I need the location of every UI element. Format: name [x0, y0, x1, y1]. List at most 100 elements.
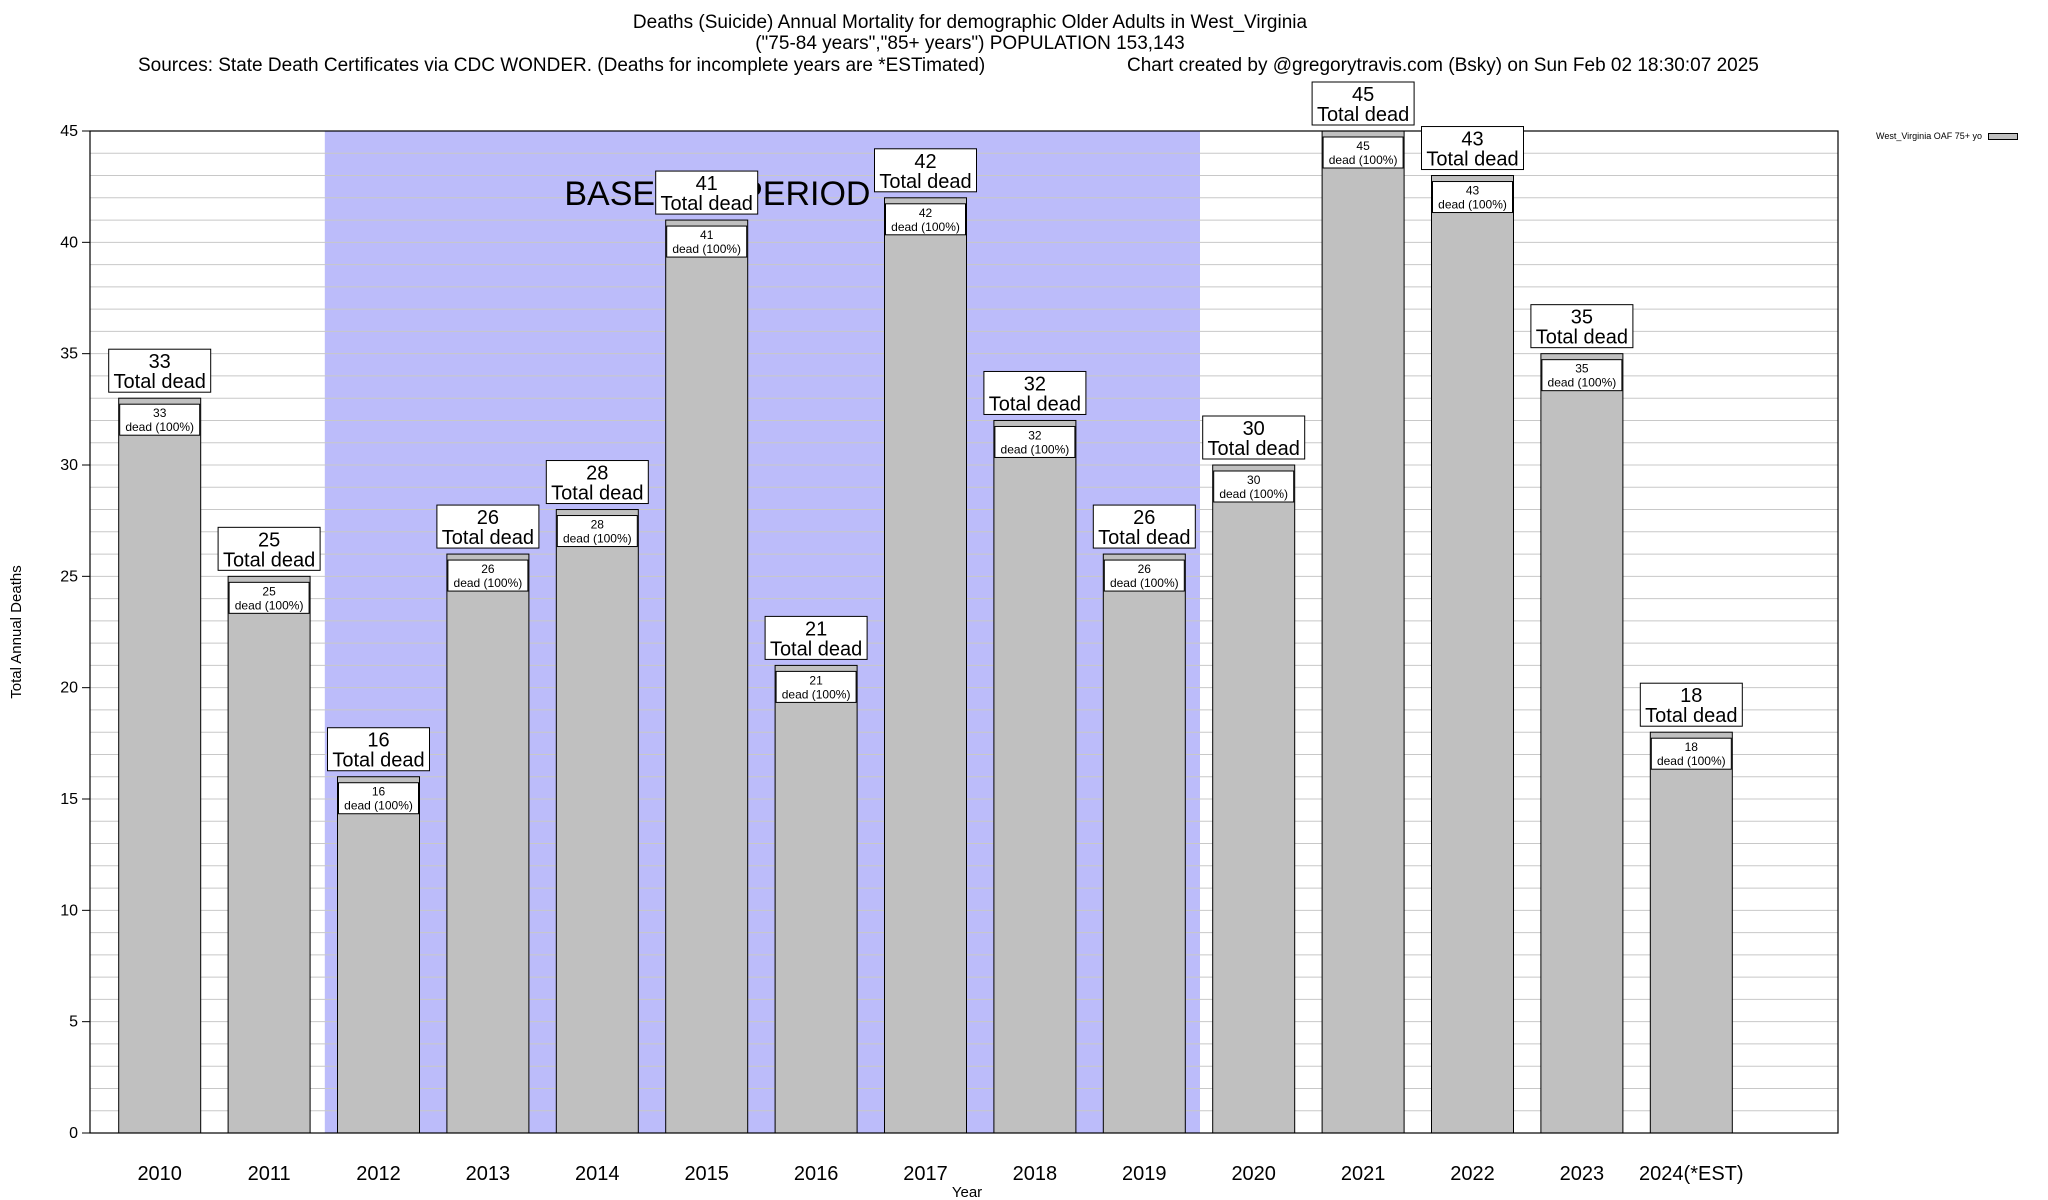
- y-tick-label: 35: [60, 346, 78, 363]
- total-value-label: 21: [805, 618, 827, 640]
- bar: [1212, 464, 1296, 1134]
- x-axis-label: Year: [952, 1184, 982, 1200]
- bar: [555, 509, 639, 1134]
- x-tick-label: 2020: [1231, 1163, 1276, 1185]
- y-tick-label: 0: [69, 1125, 78, 1142]
- total-label-box: [874, 148, 977, 193]
- x-tick-label: 2016: [794, 1163, 839, 1185]
- x-tick-label: 2010: [137, 1163, 182, 1185]
- inner-value-label: 42: [919, 206, 933, 220]
- inner-value-label: 41: [700, 228, 714, 242]
- inner-label-box: [775, 670, 857, 703]
- total-text-label: Total dead: [223, 549, 315, 571]
- inner-label-box: [556, 515, 638, 548]
- y-tick-label: 25: [60, 568, 78, 585]
- axes-layer: 0 5 10 15 20 25 30 35 40 45 2010 2011 2012 2013 2014 20…: [8, 123, 1839, 1200]
- inner-percent-label: dead (100%): [235, 598, 304, 612]
- total-value-label: 41: [696, 173, 718, 195]
- total-value-label: 33: [149, 351, 171, 373]
- total-label-box: [545, 460, 649, 505]
- y-tick-label: 40: [60, 234, 78, 251]
- total-value-label: 43: [1461, 129, 1483, 151]
- inner-value-label: 43: [1466, 184, 1480, 198]
- inner-label-box: [1650, 737, 1732, 770]
- inner-label-box: [1432, 181, 1513, 214]
- total-text-label: Total dead: [1536, 327, 1628, 349]
- x-tick-label: 2022: [1450, 1163, 1495, 1185]
- inner-percent-label: dead (100%): [1548, 376, 1617, 390]
- inner-percent-label: dead (100%): [563, 532, 632, 546]
- x-tick-label: 2017: [903, 1163, 948, 1185]
- total-text-label: Total dead: [661, 193, 753, 215]
- x-tick-label: 2023: [1560, 1163, 1605, 1185]
- bar: [884, 197, 967, 1134]
- x-tick-label: 2011: [248, 1163, 291, 1185]
- bar: [118, 397, 202, 1134]
- inner-percent-label: dead (100%): [454, 576, 523, 590]
- total-value-label: 28: [586, 463, 608, 485]
- total-label-box: [1639, 682, 1743, 727]
- inner-value-label: 26: [481, 562, 495, 576]
- inner-label-box: [447, 559, 529, 592]
- inner-value-label: 18: [1685, 740, 1699, 754]
- inner-label-box: [885, 203, 966, 236]
- x-tick-label: 2015: [684, 1163, 729, 1185]
- total-text-label: Total dead: [442, 527, 534, 549]
- inner-percent-label: dead (100%): [1110, 576, 1179, 590]
- inner-percent-label: dead (100%): [1219, 487, 1288, 501]
- total-label-box: [1421, 126, 1524, 171]
- x-tick-label: 2021: [1341, 1163, 1386, 1185]
- total-value-label: 25: [258, 529, 280, 551]
- x-tick-label: 2012: [356, 1163, 401, 1185]
- x-tick-label: 2013: [466, 1163, 511, 1185]
- total-label-box: [655, 170, 759, 215]
- inner-percent-label: dead (100%): [1438, 198, 1507, 212]
- y-tick-label: 30: [60, 457, 78, 474]
- y-tick-label: 5: [69, 1014, 78, 1031]
- bar: [1649, 731, 1733, 1134]
- bar: [337, 776, 420, 1134]
- total-label-box: [764, 615, 868, 660]
- total-value-label: 18: [1680, 685, 1702, 707]
- bar: [1431, 175, 1514, 1134]
- inner-percent-label: dead (100%): [1329, 153, 1398, 167]
- total-value-label: 35: [1571, 307, 1593, 329]
- total-text-label: Total dead: [989, 393, 1081, 415]
- y-tick-label: 15: [60, 791, 78, 808]
- total-text-label: Total dead: [551, 483, 643, 505]
- inner-percent-label: dead (100%): [344, 799, 413, 813]
- total-text-label: Total dead: [770, 638, 862, 660]
- total-label-box: [108, 348, 212, 393]
- inner-value-label: 35: [1575, 362, 1589, 376]
- chart-subtitle: ("75-84 years","85+ years") POPULATION 1…: [755, 33, 1185, 54]
- inner-percent-label: dead (100%): [125, 420, 194, 434]
- chart-sources: Sources: State Death Certificates via CD…: [138, 55, 986, 76]
- inner-percent-label: dead (100%): [1657, 754, 1726, 768]
- bar: [1540, 353, 1624, 1134]
- total-value-label: 16: [367, 730, 389, 752]
- legend-swatch: [1987, 132, 2018, 140]
- inner-percent-label: dead (100%): [672, 242, 741, 256]
- inner-value-label: 25: [262, 584, 276, 598]
- total-label-box: [217, 526, 321, 571]
- total-text-label: Total dead: [1208, 438, 1300, 460]
- x-tick-label: 2019: [1122, 1163, 1167, 1185]
- bar: [993, 419, 1077, 1134]
- total-text-label: Total dead: [1317, 104, 1409, 126]
- chart-credit: Chart created by @gregorytravis.com (Bsk…: [1127, 55, 1759, 76]
- y-tick-label: 10: [60, 902, 78, 919]
- chart-title: Deaths (Suicide) Annual Mortality for de…: [632, 12, 1308, 33]
- total-label-box: [436, 504, 540, 549]
- total-value-label: 30: [1243, 418, 1265, 440]
- x-tick-label: 2014: [575, 1163, 620, 1185]
- inner-value-label: 32: [1028, 428, 1042, 442]
- total-text-label: Total dead: [114, 371, 206, 393]
- inner-value-label: 16: [372, 785, 386, 799]
- inner-percent-label: dead (100%): [891, 220, 960, 234]
- inner-percent-label: dead (100%): [782, 687, 851, 701]
- total-value-label: 42: [914, 151, 936, 173]
- bars-layer: [118, 130, 1733, 1134]
- total-text-label: Total dead: [1645, 705, 1737, 727]
- inner-value-label: 33: [153, 406, 167, 420]
